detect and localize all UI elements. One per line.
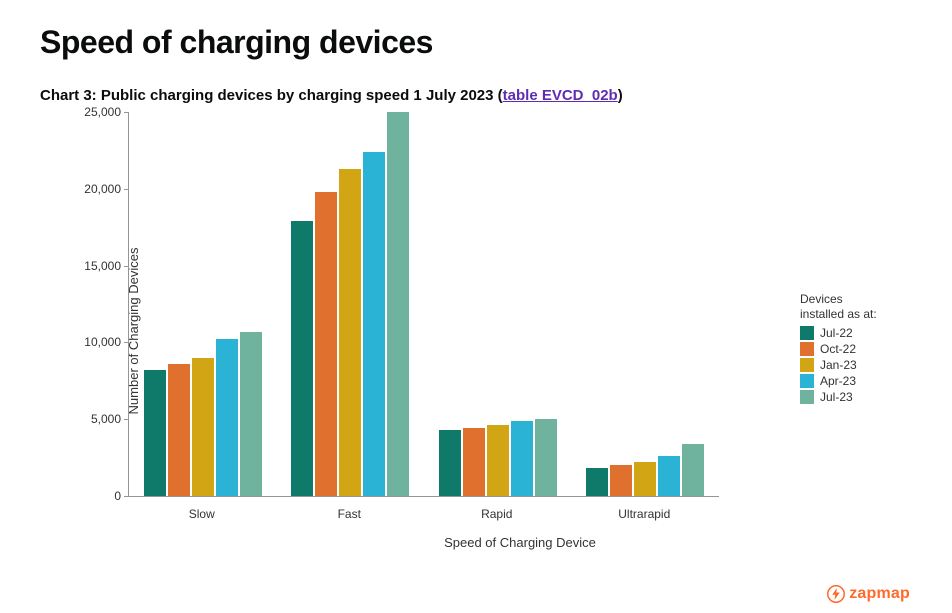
bar xyxy=(291,221,313,496)
legend-label: Jul-23 xyxy=(820,390,853,404)
bar xyxy=(535,419,557,496)
x-axis-labels: SlowFastRapidUltrarapid xyxy=(128,507,718,521)
x-tick-label: Slow xyxy=(128,507,276,521)
bar xyxy=(634,462,656,496)
y-tick-label: 25,000 xyxy=(84,105,121,119)
bar xyxy=(240,332,262,496)
bar xyxy=(216,339,238,496)
y-tick-label: 20,000 xyxy=(84,182,121,196)
bolt-icon xyxy=(827,585,845,603)
y-tick-mark xyxy=(124,266,129,267)
legend-title-line1: Devices xyxy=(800,292,843,306)
bar xyxy=(168,364,190,496)
chart-subtitle: Chart 3: Public charging devices by char… xyxy=(40,87,912,104)
legend-swatch xyxy=(800,390,814,404)
legend-item: Apr-23 xyxy=(800,374,877,388)
legend-label: Oct-22 xyxy=(820,342,856,356)
y-tick-label: 15,000 xyxy=(84,259,121,273)
bar xyxy=(192,358,214,496)
legend-item: Jul-23 xyxy=(800,390,877,404)
bar xyxy=(610,465,632,496)
x-tick-label: Fast xyxy=(276,507,424,521)
bar xyxy=(363,152,385,496)
legend-swatch xyxy=(800,374,814,388)
bar xyxy=(487,425,509,496)
table-link[interactable]: table EVCD_02b xyxy=(503,87,618,104)
bar-groups xyxy=(129,112,719,496)
y-tick-mark xyxy=(124,496,129,497)
bar xyxy=(658,456,680,496)
page: Speed of charging devices Chart 3: Publi… xyxy=(0,0,952,613)
bar xyxy=(315,192,337,496)
legend-title-line2: installed as at: xyxy=(800,307,877,321)
legend-item: Jan-23 xyxy=(800,358,877,372)
bar xyxy=(439,430,461,496)
plot-area: 05,00010,00015,00020,00025,000 xyxy=(128,112,719,497)
legend-swatch xyxy=(800,326,814,340)
legend-swatch xyxy=(800,358,814,372)
legend-label: Jul-22 xyxy=(820,326,853,340)
legend-label: Jan-23 xyxy=(820,358,857,372)
y-tick-mark xyxy=(124,342,129,343)
bar xyxy=(511,421,533,496)
page-title: Speed of charging devices xyxy=(40,24,912,61)
bar-group xyxy=(277,112,425,496)
bar xyxy=(463,428,485,496)
subtitle-suffix: ) xyxy=(618,87,623,104)
bar xyxy=(586,468,608,496)
x-tick-label: Rapid xyxy=(423,507,571,521)
legend-item: Oct-22 xyxy=(800,342,877,356)
legend: Devices installed as at: Jul-22 Oct-22 Jan… xyxy=(800,292,877,406)
subtitle-prefix: Chart 3: Public charging devices by char… xyxy=(40,87,503,104)
bar xyxy=(387,112,409,496)
legend-item: Jul-22 xyxy=(800,326,877,340)
legend-title: Devices installed as at: xyxy=(800,292,877,322)
y-tick-mark xyxy=(124,189,129,190)
bar-group xyxy=(572,444,720,496)
legend-swatch xyxy=(800,342,814,356)
zapmap-logo: zapmap xyxy=(827,585,910,603)
bar-group xyxy=(129,332,277,496)
bar xyxy=(682,444,704,496)
bar xyxy=(144,370,166,496)
y-tick-label: 5,000 xyxy=(91,412,121,426)
y-tick-mark xyxy=(124,419,129,420)
logo-text: zapmap xyxy=(849,585,910,603)
x-axis-title: Speed of Charging Device xyxy=(128,535,912,550)
legend-label: Apr-23 xyxy=(820,374,856,388)
y-tick-mark xyxy=(124,112,129,113)
x-tick-label: Ultrarapid xyxy=(571,507,719,521)
y-tick-label: 0 xyxy=(114,489,121,503)
bar xyxy=(339,169,361,496)
bar-group xyxy=(424,419,572,496)
chart: Number of Charging Devices 05,00010,0001… xyxy=(128,112,912,550)
y-tick-label: 10,000 xyxy=(84,335,121,349)
